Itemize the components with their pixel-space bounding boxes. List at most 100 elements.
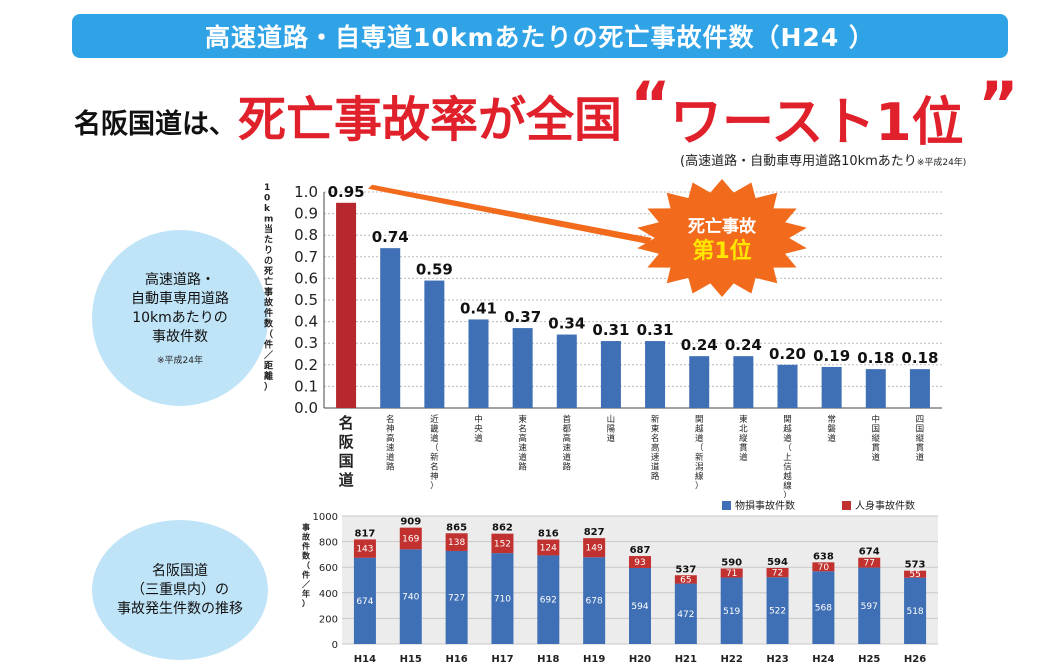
legend-swatch-injury	[842, 501, 851, 510]
bar-value-label: 0.34	[548, 315, 585, 333]
y-axis-label: 事故件数（件／年）	[302, 522, 311, 608]
property-value-label: 597	[861, 602, 878, 612]
bar-segment-property	[858, 567, 881, 644]
starburst-badge	[637, 179, 807, 297]
burst-line-2: 第1位	[692, 238, 751, 264]
circle-label-rate: 高速道路・ 自動車専用道路 10kmあたりの 事故件数 ※平成24年	[92, 230, 268, 406]
total-value-label: 573	[905, 560, 926, 571]
x-tick-label: H16	[445, 654, 467, 665]
property-value-label: 727	[448, 593, 465, 603]
bar-segment-injury	[904, 570, 927, 578]
injury-value-label: 124	[540, 543, 557, 553]
bar-segment-property	[720, 577, 743, 644]
headline-worst: ワースト1位	[670, 93, 964, 153]
bar-segment-property	[399, 549, 422, 644]
total-value-label: 687	[630, 545, 651, 556]
category-label: 関越道（新潟線）	[695, 415, 704, 492]
injury-value-label: 93	[634, 558, 645, 568]
circle2-line: 事故発生件数の推移	[117, 600, 243, 617]
bar-segment-injury	[629, 556, 651, 568]
circle1-line: 10kmあたりの	[132, 309, 228, 326]
bar-segment-injury	[583, 538, 606, 558]
bar-value-label: 0.74	[372, 228, 409, 246]
x-tick-label: H18	[537, 654, 559, 665]
category-label: 中央道	[474, 414, 483, 444]
bar-value-label: 0.18	[901, 349, 938, 367]
bar-value-label: 0.20	[769, 345, 806, 363]
bar-segment-injury	[812, 562, 835, 572]
bar-segment-property	[583, 557, 606, 644]
y-tick-label: 600	[319, 563, 338, 574]
bar	[909, 369, 930, 408]
circle1-line: 自動車専用道路	[131, 290, 229, 307]
pointer-line	[368, 184, 652, 244]
property-value-label: 710	[494, 595, 511, 605]
circle2-line: 名阪国道	[152, 562, 208, 579]
bar	[733, 356, 754, 408]
bar-segment-property	[629, 567, 651, 644]
category-label: 関越道（上信越線）	[783, 415, 792, 498]
y-tick-label: 1.0	[294, 183, 318, 201]
circle2-line: （三重県内）の	[131, 581, 229, 598]
title-banner: 高速道路・自専道10kmあたりの死亡事故件数（H24 ）	[72, 14, 1008, 58]
total-value-label: 537	[675, 564, 696, 575]
bar-value-label: 0.95	[328, 183, 365, 201]
bar-segment-injury	[353, 539, 376, 558]
y-axis-label: 1 0 k m 当たりの死亡事故件数（件／距離）	[263, 183, 274, 393]
legend-label-property: 物損事故件数	[735, 499, 795, 512]
total-value-label: 862	[492, 523, 513, 534]
bar	[468, 319, 489, 408]
bar	[645, 341, 666, 408]
y-tick-label: 1000	[313, 512, 338, 523]
bar	[689, 356, 710, 408]
banner-title: 高速道路・自専道10kmあたりの死亡事故件数（H24 ）	[205, 23, 875, 52]
x-tick-label: H21	[675, 654, 697, 665]
total-value-label: 865	[446, 522, 467, 533]
circle-label-trend: 名阪国道 （三重県内）の 事故発生件数の推移	[92, 520, 268, 660]
category-label: 常磐道	[827, 414, 836, 444]
x-tick-label: H25	[858, 654, 880, 665]
source-note: (高速道路・自動車専用道路10kmあたり※平成24年)	[680, 150, 966, 169]
total-value-label: 827	[584, 527, 605, 538]
property-value-label: 522	[769, 607, 786, 617]
injury-value-label: 72	[772, 569, 783, 579]
bar-segment-property	[674, 583, 697, 644]
bar-segment-property	[537, 555, 560, 644]
category-label: 名阪国道	[339, 414, 355, 489]
y-tick-label: 0.2	[294, 356, 318, 374]
headline-prefix: 名阪国道は、	[74, 109, 236, 140]
y-tick-label: 0.8	[294, 226, 318, 244]
x-tick-label: H14	[354, 654, 376, 665]
category-label: 近畿道（新名神）	[430, 414, 439, 492]
accident-trend-chart: 事故件数（件／年） 0 200 400 600 800 1000 674 143 817 H14 74…	[302, 499, 938, 665]
bar	[821, 366, 842, 408]
bar-segment-injury	[674, 575, 697, 584]
x-tick-label: H24	[812, 654, 834, 665]
x-tick-label: H20	[629, 654, 651, 665]
injury-value-label: 70	[818, 563, 830, 573]
bar	[512, 328, 533, 408]
circle1-line: 高速道路・	[145, 271, 215, 288]
y-tick-label: 0.5	[294, 291, 318, 309]
circle1-note: ※平成24年	[157, 355, 203, 366]
x-tick-label: H26	[904, 654, 926, 665]
injury-value-label: 143	[356, 545, 373, 555]
headline-main: 死亡事故率が全国	[238, 92, 623, 148]
bar	[600, 341, 621, 408]
x-tick-label: H15	[400, 654, 422, 665]
injury-value-label: 149	[586, 544, 603, 554]
y-tick-label: 0.3	[294, 334, 318, 352]
bar	[424, 280, 445, 408]
property-value-label: 519	[723, 607, 740, 617]
bar-segment-injury	[399, 527, 422, 550]
close-quote: ”	[978, 68, 1019, 141]
x-tick-label: H17	[491, 654, 513, 665]
total-value-label: 674	[859, 547, 880, 558]
bar-value-label: 0.24	[725, 336, 762, 354]
property-value-label: 518	[906, 607, 923, 617]
total-value-label: 594	[767, 557, 788, 568]
property-value-label: 740	[402, 593, 419, 603]
total-value-label: 590	[721, 557, 742, 568]
bar-segment-property	[353, 557, 376, 644]
category-label: 東名高速道路	[518, 414, 527, 473]
